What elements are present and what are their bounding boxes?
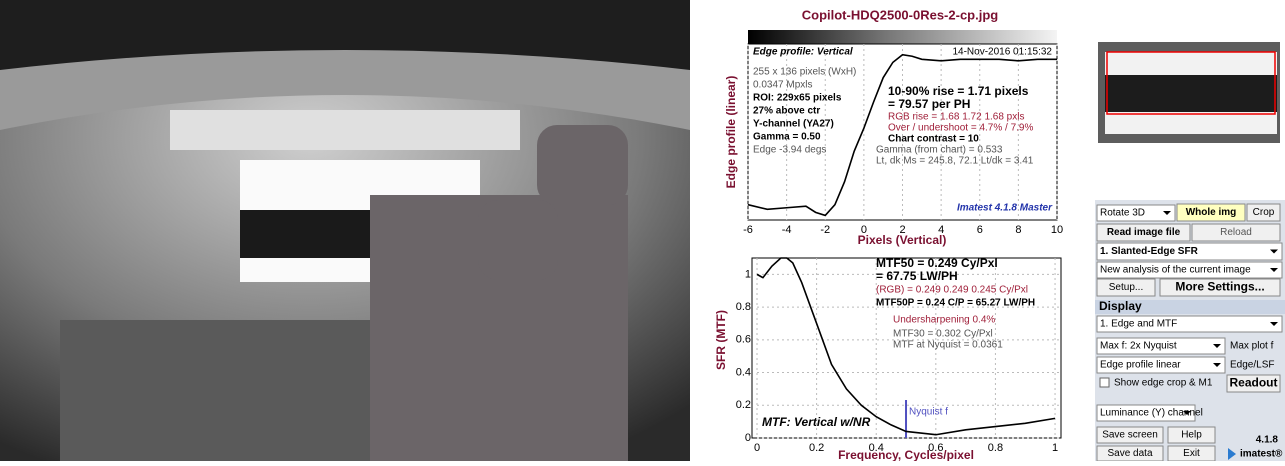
control-panel: Rotate 3D Whole img Crop Read image file Rel… (1095, 200, 1285, 461)
mtf-chart: MTF: Vertical w/NR Frequency, Cycles/pix… (714, 256, 1061, 461)
y-tick-label: 0.6 (736, 334, 751, 346)
x-tick-label: 0 (754, 442, 760, 454)
section-title: Display (1099, 299, 1142, 313)
info-text: 10-90% rise = 1.71 pixels (888, 84, 1029, 98)
x-tick-label: 0.2 (809, 442, 824, 454)
window-title: Copilot-HDQ2500-0Res-2-cp.jpg (802, 7, 999, 22)
button-text[interactable]: Whole img (1186, 207, 1237, 218)
dropdown-text[interactable]: Edge profile linear (1100, 360, 1181, 371)
screen: Copilot-HDQ2500-0Res-2-cp.jpg Edge profi… (0, 0, 1285, 461)
info-text: = 79.57 per PH (888, 97, 970, 111)
info-text: = 67.75 LW/PH (876, 269, 958, 283)
x-tick-label: 0.4 (869, 442, 884, 454)
dropdown-text[interactable]: Rotate 3D (1100, 208, 1145, 219)
info-text: Gamma = 0.50 (753, 132, 821, 143)
x-tick-label: -4 (782, 224, 792, 236)
gradient-bar (748, 30, 1057, 44)
dropdown-text[interactable]: Max f: 2x Nyquist (1100, 341, 1177, 352)
dropdown-text[interactable]: 1. Edge and MTF (1100, 319, 1177, 330)
nyquist-label: Nyquist f (909, 407, 948, 418)
label: Max plot f (1230, 341, 1274, 352)
x-tick-label: -2 (820, 224, 830, 236)
info-text: 0.0347 Mpxls (753, 80, 812, 91)
y-axis-label: Edge profile (linear) (724, 76, 738, 189)
x-tick-label: 6 (977, 224, 983, 236)
y-tick-label: 0.2 (736, 399, 751, 411)
button-text[interactable]: Exit (1183, 448, 1200, 459)
x-tick-label: 0 (861, 224, 867, 236)
chart-title: Edge profile: Vertical (753, 47, 853, 58)
x-tick-label: 8 (1015, 224, 1021, 236)
camera-photo (0, 0, 690, 461)
info-text: Undersharpening 0.4% (893, 315, 995, 326)
info-text: Chart contrast = 10 (888, 134, 979, 145)
info-text: MTF50 = 0.249 Cy/Pxl (876, 256, 998, 270)
button-text[interactable]: Reload (1220, 227, 1252, 238)
version: 4.1.8 (1256, 435, 1279, 446)
info-text: MTF at Nyquist = 0.0361 (893, 340, 1003, 351)
info-text: 27% above ctr (753, 106, 820, 117)
y-tick-label: 0.4 (736, 366, 751, 378)
button-text[interactable]: More Settings... (1175, 280, 1264, 294)
x-tick-label: -6 (743, 224, 753, 236)
footer-label: MTF: Vertical w/NR (762, 415, 871, 429)
label: Edge/LSF (1230, 360, 1274, 371)
x-tick-label: 2 (899, 224, 905, 236)
button-text[interactable]: Help (1181, 430, 1202, 441)
button-text[interactable]: Read image file (1107, 227, 1181, 238)
x-axis-label: Frequency, Cycles/pixel (838, 448, 974, 461)
y-axis-label: SFR (MTF) (714, 310, 728, 370)
dropdown-text[interactable]: New analysis of the current image (1100, 265, 1251, 276)
x-tick-label: 0.6 (928, 442, 943, 454)
button-text[interactable]: Setup... (1109, 282, 1143, 293)
brand: imatest® (1240, 449, 1283, 460)
info-text: RGB rise = 1.68 1.72 1.68 pxls (888, 112, 1024, 123)
edge-chart: Edge profile: Vertical 14-Nov-2016 01:15… (724, 30, 1063, 247)
checkbox[interactable] (1100, 378, 1109, 387)
info-text: ROI: 229x65 pixels (753, 93, 842, 104)
info-text: MTF50P = 0.24 C/P = 65.27 LW/PH (876, 298, 1035, 309)
info-text: Over / undershoot = 4.7% / 7.9% (888, 123, 1033, 134)
info-text: (RGB) = 0.249 0.249 0.245 Cy/Pxl (876, 285, 1028, 296)
watermark: Imatest 4.1.8 Master (957, 203, 1053, 214)
info-text: 255 x 136 pixels (WxH) (753, 67, 856, 78)
y-tick-label: 1 (745, 268, 751, 280)
thumbnail (1098, 42, 1280, 143)
button-text[interactable]: Crop (1253, 207, 1275, 218)
info-text: Y-channel (YA27) (753, 119, 834, 130)
button-text[interactable]: Save screen (1102, 430, 1158, 441)
button-text[interactable]: Save data (1107, 448, 1152, 459)
timestamp: 14-Nov-2016 01:15:32 (952, 47, 1052, 58)
x-tick-label: 4 (938, 224, 944, 236)
y-tick-label: 0 (745, 432, 751, 444)
info-text: Edge -3.94 degs (753, 145, 826, 156)
dropdown-text[interactable]: 1. Slanted-Edge SFR (1100, 246, 1199, 257)
y-tick-label: 0.8 (736, 301, 751, 313)
checkbox-label[interactable]: Show edge crop & M1 (1114, 378, 1213, 389)
info-text: Gamma (from chart) = 0.533 (876, 145, 1003, 156)
x-tick-label: 0.8 (988, 442, 1003, 454)
x-tick-label: 1 (1052, 442, 1058, 454)
button-text[interactable]: Readout (1230, 376, 1278, 390)
info-text: Lt, dk Ms = 245.8, 72.1 Lt/dk = 3.41 (876, 156, 1034, 167)
info-text: MTF30 = 0.302 Cy/Pxl (893, 329, 993, 340)
x-tick-label: 10 (1051, 224, 1063, 236)
